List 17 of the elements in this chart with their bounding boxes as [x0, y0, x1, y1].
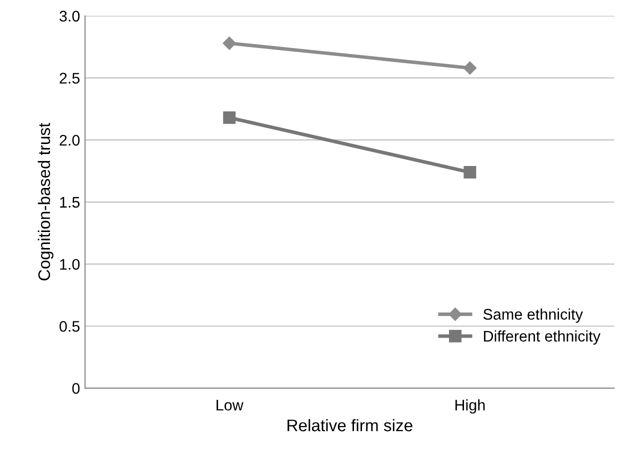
y-tick-label: 1.0	[60, 258, 80, 270]
point	[222, 36, 236, 50]
y-tick-label: 2.5	[60, 72, 80, 84]
x-tick-label: Low	[216, 400, 244, 411]
point	[463, 61, 477, 75]
x-tick-label: High	[455, 399, 485, 414]
y-axis-title: Cognition-based trust	[38, 122, 54, 280]
y-tick-label: 2.0	[60, 134, 80, 146]
legend-label: Different ethnicity	[484, 330, 600, 345]
legend-label: Same ethnicity	[483, 308, 583, 323]
y-tick-label: 0	[72, 383, 80, 394]
point	[223, 111, 236, 124]
y-tick-label: 3.0	[60, 10, 80, 22]
point	[464, 166, 476, 178]
y-tick-label: 1.5	[60, 197, 80, 208]
x-axis-title: Relative firm size	[288, 419, 412, 432]
y-tick-label: 0.5	[60, 320, 80, 332]
